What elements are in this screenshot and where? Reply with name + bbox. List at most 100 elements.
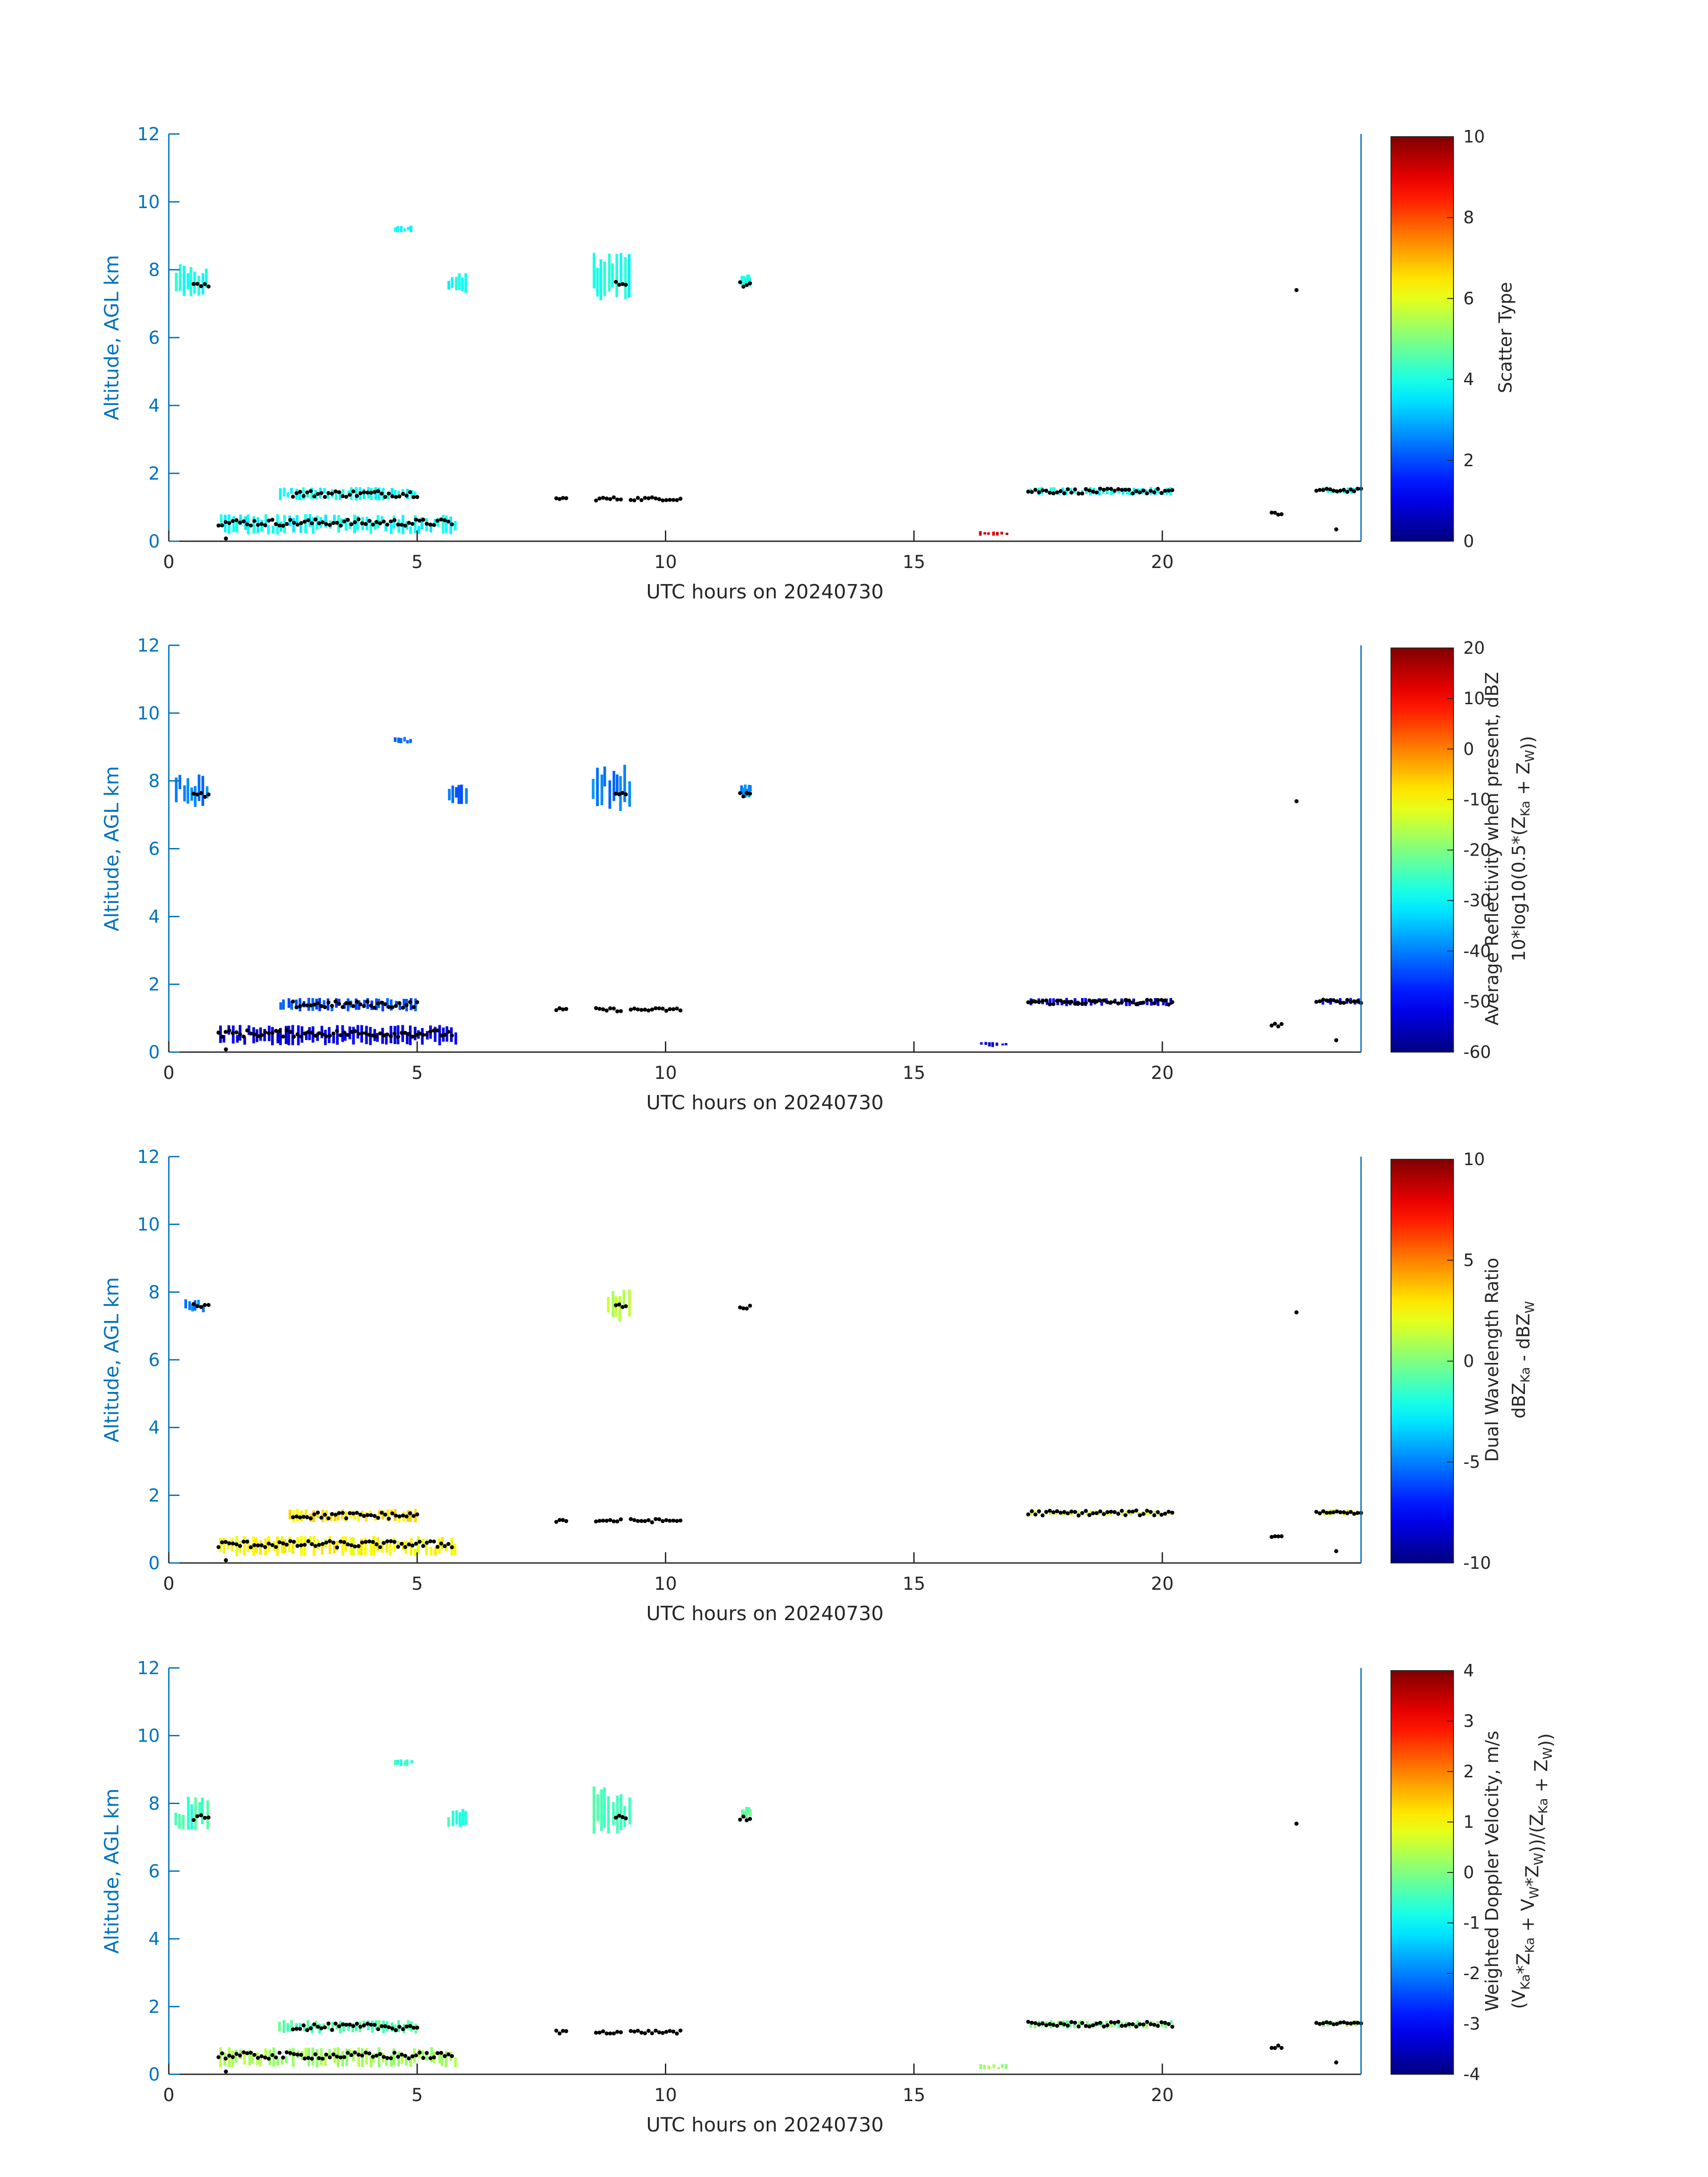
marker-dot — [1077, 1513, 1081, 1518]
marker-dot — [615, 497, 619, 502]
marker-dot — [664, 1008, 668, 1013]
colorbar-tick-label: -1 — [1463, 1913, 1480, 1933]
marker-dot — [1119, 1000, 1124, 1004]
echo-mark — [600, 774, 603, 806]
marker-dot — [302, 2056, 307, 2061]
echo-mark — [288, 998, 290, 1008]
marker-dot — [639, 2031, 643, 2035]
marker-dot — [1328, 2021, 1332, 2025]
y-tick-label: 10 — [137, 192, 160, 213]
echo-mark — [222, 1035, 226, 1043]
marker-dot — [1345, 998, 1349, 1002]
marker-dot — [1148, 1510, 1153, 1514]
marker-dot — [738, 1818, 742, 1822]
echo-mark — [442, 514, 445, 534]
echo-mark — [284, 1539, 286, 1554]
echo-mark — [182, 1814, 185, 1829]
echo-mark — [603, 766, 606, 787]
echo-mark — [397, 737, 400, 743]
echo-mark — [363, 999, 366, 1006]
marker-dot — [394, 495, 398, 499]
marker-dot — [1094, 999, 1099, 1003]
marker-dot — [650, 2031, 654, 2035]
marker-dot — [242, 1034, 246, 1039]
marker-dot — [1062, 1000, 1066, 1004]
colorbar-tick-label: 8 — [1463, 208, 1474, 227]
marker-dot — [1037, 490, 1041, 494]
echo-mark — [312, 517, 315, 534]
marker-dot — [309, 1031, 314, 1035]
marker-dot — [223, 2056, 228, 2061]
marker-dot — [594, 498, 598, 503]
cloud-base-marker — [192, 1302, 211, 1309]
x-tick-label: 20 — [1151, 552, 1174, 572]
echo-mark — [219, 2047, 222, 2068]
marker-dot — [1073, 1510, 1077, 1514]
echo-mark — [445, 515, 448, 533]
marker-dot — [1314, 2021, 1319, 2025]
echo-mark — [369, 1543, 372, 1556]
marker-dot — [362, 1004, 366, 1008]
marker-dot — [1159, 2020, 1164, 2024]
echo-mark — [361, 1511, 364, 1517]
marker-dot — [557, 2031, 562, 2035]
echo-mark — [748, 1807, 751, 1814]
marker-dot — [362, 2023, 366, 2027]
echo-mark — [301, 1026, 304, 1043]
marker-dot — [298, 489, 302, 494]
echo-mark — [618, 1296, 621, 1322]
marker-dot — [1276, 1024, 1281, 1028]
marker-dot — [1091, 1511, 1095, 1516]
marker-dot — [1069, 1509, 1073, 1514]
marker-dot — [1065, 487, 1070, 492]
echo-mark — [1073, 998, 1077, 1004]
marker-dot — [249, 1545, 253, 1550]
echo-mark — [1153, 1510, 1156, 1516]
marker-dot — [347, 493, 352, 497]
echo-mark — [628, 1797, 631, 1825]
cloud-base-marker — [614, 791, 628, 797]
marker-dot — [365, 999, 370, 1004]
marker-dot — [1051, 1002, 1056, 1006]
marker-dot — [1102, 998, 1106, 1003]
marker-dot — [309, 1516, 313, 1521]
marker-dot — [1152, 490, 1157, 494]
echo-mark — [1050, 487, 1052, 494]
echo-mark — [1165, 999, 1168, 1006]
marker-dot — [298, 2027, 302, 2031]
echo-mark — [338, 491, 342, 500]
marker-dot — [206, 284, 211, 289]
marker-dot — [1334, 1038, 1338, 1042]
marker-dot — [1062, 1510, 1066, 1514]
echo-mark — [271, 526, 275, 534]
marker-dot — [668, 2029, 672, 2033]
echo-mark — [400, 226, 403, 232]
marker-dot — [323, 1005, 327, 1009]
echo-mark — [347, 490, 350, 496]
marker-dot — [650, 1520, 654, 1525]
echo-mark — [1073, 2022, 1076, 2028]
marker-dot — [629, 498, 633, 502]
marker-dot — [561, 496, 565, 500]
marker-dot — [199, 791, 203, 795]
marker-dot — [1338, 2020, 1343, 2025]
marker-dot — [636, 2029, 640, 2033]
colorbar-tick-label: 10 — [1463, 1149, 1485, 1169]
marker-dot — [1127, 1509, 1131, 1514]
marker-dot — [1349, 1000, 1353, 1004]
echo-mark — [386, 998, 389, 1008]
marker-dot — [385, 2056, 389, 2060]
marker-dot — [415, 495, 419, 499]
marker-dot — [668, 497, 672, 502]
marker-dot — [294, 491, 299, 495]
echo-mark — [447, 280, 450, 290]
echo-mark — [348, 2048, 351, 2057]
colorbar-tick-label: -4 — [1463, 2064, 1480, 2084]
y-axis-label: Altitude, AGL km — [100, 766, 123, 931]
marker-dot — [410, 1035, 415, 1039]
echo-mark — [393, 2048, 395, 2065]
marker-dot — [360, 1031, 364, 1035]
echo-mark — [361, 2048, 364, 2068]
colorbar-tick-label: -3 — [1463, 2014, 1480, 2034]
echo-mark — [603, 262, 606, 296]
